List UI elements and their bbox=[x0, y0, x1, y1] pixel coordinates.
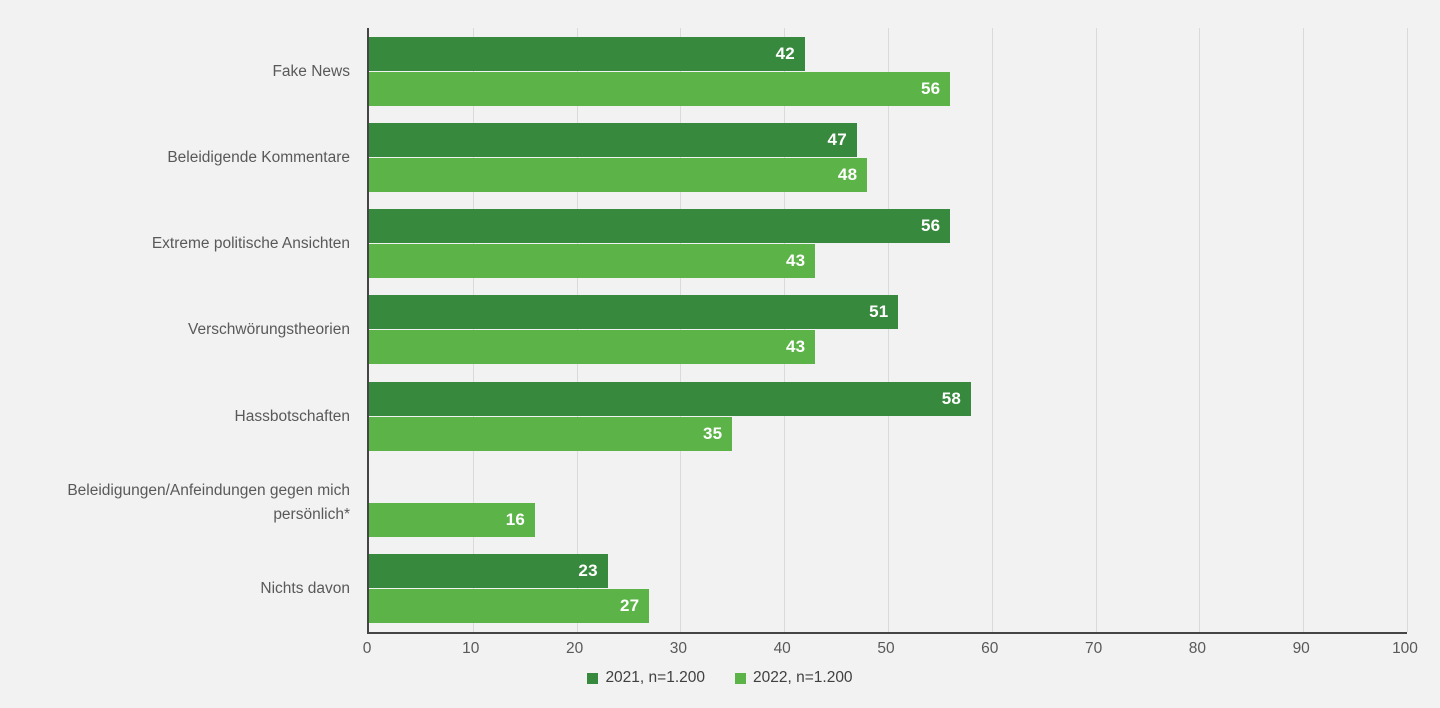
bar-2022: 35 bbox=[369, 416, 733, 451]
bar-2021: 42 bbox=[369, 36, 805, 71]
gridline bbox=[888, 28, 889, 632]
x-tick-label: 70 bbox=[1084, 640, 1103, 657]
legend-label: 2022, n=1.200 bbox=[753, 669, 853, 686]
bar-track-2021: 56 bbox=[369, 209, 1407, 244]
x-tick-label: 20 bbox=[565, 640, 584, 657]
category-axis: Fake News Beleidigende Kommentare Extreme … bbox=[0, 28, 350, 632]
bar-group: 51 43 bbox=[369, 287, 1407, 373]
category-label: Hassbotschaften bbox=[234, 407, 350, 425]
x-axis-tick-labels: 0 10 20 30 40 50 60 70 80 90 100 bbox=[363, 640, 1418, 660]
bar-value-label: 47 bbox=[827, 129, 847, 149]
x-tick-label: 40 bbox=[773, 640, 791, 657]
x-tick-label: 0 bbox=[362, 640, 372, 657]
category-label: Beleidigungen/Anfeindungen gegen mich pe… bbox=[67, 482, 350, 523]
gridline bbox=[472, 28, 474, 632]
bar-2022: 48 bbox=[369, 157, 868, 192]
bar-track-2021: 47 bbox=[369, 122, 1407, 157]
plot-area: 42 56 47 48 56 43 51 43 58 35 16 23 27 bbox=[367, 28, 1408, 634]
bar-track-2022: 48 bbox=[369, 157, 1407, 192]
bar-rows: 42 56 47 48 56 43 51 43 58 35 16 23 27 bbox=[369, 28, 1407, 632]
bar-group: 58 35 bbox=[369, 373, 1407, 459]
gridline bbox=[680, 28, 682, 632]
bar-value-label: 35 bbox=[702, 423, 723, 443]
bar-2021: 23 bbox=[369, 554, 608, 589]
bar-2021: 51 bbox=[369, 295, 899, 330]
legend: 2021, n=1.200 2022, n=1.200 bbox=[0, 669, 1440, 687]
bar-group: 56 43 bbox=[369, 201, 1407, 287]
bar-2021: 58 bbox=[369, 381, 972, 416]
bar-value-label: 16 bbox=[505, 510, 526, 530]
bar-value-label: 51 bbox=[869, 302, 889, 322]
bar-group: 23 27 bbox=[369, 546, 1407, 632]
bar-track-2022: 27 bbox=[369, 589, 1407, 624]
bar-value-label: 43 bbox=[786, 337, 806, 357]
bar-track-2022: 43 bbox=[369, 330, 1407, 365]
gridline bbox=[784, 28, 786, 632]
legend-swatch-2022 bbox=[735, 672, 746, 684]
category-label: Beleidigende Kommentare bbox=[167, 148, 350, 166]
bar-track-2022: 43 bbox=[369, 244, 1407, 279]
gridline bbox=[1303, 28, 1305, 632]
gridline bbox=[1095, 28, 1097, 632]
category-label: Fake News bbox=[272, 62, 350, 80]
x-tick-label: 90 bbox=[1292, 640, 1310, 657]
bar-2022: 43 bbox=[369, 244, 816, 279]
bar-track-2022: 56 bbox=[369, 71, 1407, 106]
bar-value-label: 56 bbox=[920, 78, 941, 98]
bar-value-label: 43 bbox=[786, 251, 806, 271]
bar-group: 42 56 bbox=[369, 28, 1407, 114]
bar-group: 16 bbox=[369, 459, 1407, 545]
legend-label: 2021, n=1.200 bbox=[605, 669, 705, 686]
bar-value-label: 56 bbox=[920, 216, 941, 236]
bar-2022: 27 bbox=[369, 589, 650, 624]
bar-2022: 16 bbox=[369, 503, 536, 538]
bar-value-label: 48 bbox=[837, 164, 858, 184]
bar-track-2021: 23 bbox=[369, 554, 1407, 589]
category-label: Nichts davon bbox=[260, 580, 350, 598]
bar-2022: 43 bbox=[369, 330, 816, 365]
bar-2022: 56 bbox=[369, 71, 951, 106]
x-tick-label: 100 bbox=[1392, 640, 1418, 657]
gridline bbox=[1407, 28, 1408, 632]
bar-value-label: 42 bbox=[775, 43, 795, 63]
legend-item-2022: 2022, n=1.200 bbox=[735, 669, 853, 687]
bar-value-label: 58 bbox=[941, 388, 962, 408]
gridline bbox=[1199, 28, 1201, 632]
gridline bbox=[991, 28, 993, 632]
legend-swatch-2021 bbox=[587, 672, 599, 684]
gridline bbox=[576, 28, 578, 632]
bar-track-2022: 35 bbox=[369, 416, 1407, 451]
bar-2021: 56 bbox=[369, 209, 951, 244]
x-tick-label: 50 bbox=[877, 640, 895, 657]
bar-track-2021 bbox=[369, 468, 1407, 502]
bar-group: 47 48 bbox=[369, 114, 1407, 200]
bar-2021: 47 bbox=[369, 122, 857, 157]
x-tick-label: 30 bbox=[669, 640, 688, 657]
bar-track-2021: 58 bbox=[369, 381, 1407, 416]
x-tick-label: 10 bbox=[462, 640, 480, 657]
bar-value-label: 27 bbox=[619, 596, 640, 616]
x-tick-label: 60 bbox=[981, 640, 999, 657]
bar-track-2021: 51 bbox=[369, 295, 1407, 330]
x-tick-label: 80 bbox=[1188, 640, 1207, 657]
legend-item-2021: 2021, n=1.200 bbox=[587, 669, 705, 687]
bar-track-2022: 16 bbox=[369, 503, 1407, 538]
bar-track-2021: 42 bbox=[369, 36, 1407, 71]
category-label: Verschwörungstheorien bbox=[188, 321, 350, 339]
bar-value-label: 23 bbox=[578, 561, 598, 581]
category-label: Extreme politische Ansichten bbox=[151, 235, 350, 253]
